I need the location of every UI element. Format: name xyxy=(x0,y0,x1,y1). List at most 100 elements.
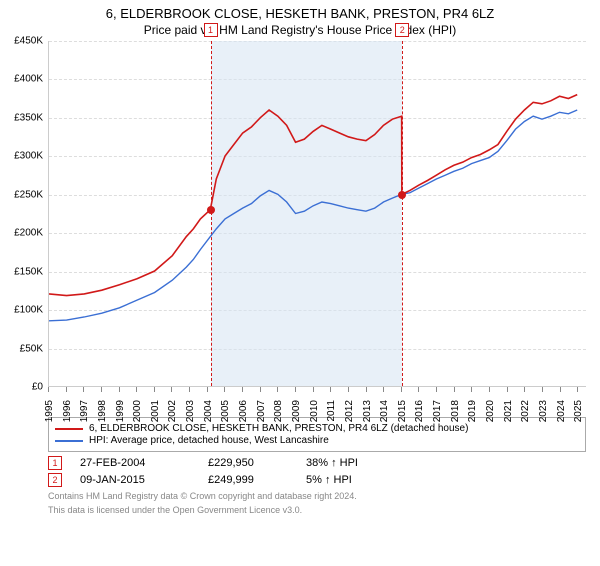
xtick-label: 2000 xyxy=(132,400,143,422)
ytick-label: £250K xyxy=(14,189,43,200)
ytick-label: £400K xyxy=(14,74,43,85)
legend-label-price: 6, ELDERBROOK CLOSE, HESKETH BANK, PREST… xyxy=(89,423,468,434)
xtick-mark xyxy=(560,387,561,392)
ytick-label: £200K xyxy=(14,228,43,239)
xtick-mark xyxy=(66,387,67,392)
xtick-mark xyxy=(313,387,314,392)
xtick-label: 2010 xyxy=(309,400,320,422)
chart: £0£50K£100K£150K£200K£250K£300K£350K£400… xyxy=(48,41,586,411)
xtick-mark xyxy=(401,387,402,392)
xtick-mark xyxy=(207,387,208,392)
xtick-mark xyxy=(119,387,120,392)
xtick-mark xyxy=(330,387,331,392)
legend-row-price: 6, ELDERBROOK CLOSE, HESKETH BANK, PREST… xyxy=(55,423,579,434)
xtick-label: 1998 xyxy=(97,400,108,422)
plot-area: £0£50K£100K£150K£200K£250K£300K£350K£400… xyxy=(48,41,586,387)
sale-diff: 5% ↑ HPI xyxy=(306,474,396,486)
xtick-label: 1995 xyxy=(44,400,55,422)
xtick-mark xyxy=(101,387,102,392)
sale-row: 2 09-JAN-2015 £249,999 5% ↑ HPI xyxy=(48,473,586,487)
footer-line-2: This data is licensed under the Open Gov… xyxy=(48,505,586,515)
xtick-mark xyxy=(242,387,243,392)
ytick-label: £150K xyxy=(14,266,43,277)
sale-dot xyxy=(398,191,406,199)
xtick-mark xyxy=(171,387,172,392)
xtick-label: 1999 xyxy=(115,400,126,422)
sale-marker-box: 2 xyxy=(395,23,409,37)
xtick-mark xyxy=(577,387,578,392)
xtick-label: 2019 xyxy=(467,400,478,422)
legend-label-hpi: HPI: Average price, detached house, West… xyxy=(89,435,329,446)
xtick-mark xyxy=(524,387,525,392)
xtick-label: 2005 xyxy=(220,400,231,422)
xtick-mark xyxy=(48,387,49,392)
ytick-label: £50K xyxy=(20,343,43,354)
xtick-mark xyxy=(277,387,278,392)
xtick-label: 2021 xyxy=(503,400,514,422)
xtick-mark xyxy=(83,387,84,392)
legend-swatch-hpi xyxy=(55,440,83,442)
xtick-label: 2025 xyxy=(573,400,584,422)
sale-dot xyxy=(207,206,215,214)
xtick-mark xyxy=(489,387,490,392)
xtick-mark xyxy=(154,387,155,392)
hpi-line xyxy=(49,110,577,321)
xtick-mark xyxy=(295,387,296,392)
xtick-mark xyxy=(136,387,137,392)
xtick-label: 2013 xyxy=(362,400,373,422)
xtick-label: 2018 xyxy=(450,400,461,422)
xtick-label: 2002 xyxy=(167,400,178,422)
xtick-label: 2015 xyxy=(397,400,408,422)
xtick-label: 2017 xyxy=(432,400,443,422)
xtick-label: 2007 xyxy=(256,400,267,422)
sale-num-box: 1 xyxy=(48,456,62,470)
xtick-label: 2014 xyxy=(379,400,390,422)
page-subtitle: Price paid vs. HM Land Registry's House … xyxy=(0,23,600,37)
page-title: 6, ELDERBROOK CLOSE, HESKETH BANK, PREST… xyxy=(0,6,600,21)
legend-row-hpi: HPI: Average price, detached house, West… xyxy=(55,435,579,446)
xtick-label: 1996 xyxy=(62,400,73,422)
xtick-mark xyxy=(348,387,349,392)
sale-date: 09-JAN-2015 xyxy=(80,474,190,486)
xtick-label: 2016 xyxy=(414,400,425,422)
xtick-label: 2006 xyxy=(238,400,249,422)
sale-price: £249,999 xyxy=(208,474,288,486)
xtick-mark xyxy=(542,387,543,392)
xtick-mark xyxy=(260,387,261,392)
ytick-label: £100K xyxy=(14,305,43,316)
ytick-label: £300K xyxy=(14,151,43,162)
ytick-label: £350K xyxy=(14,112,43,123)
xtick-mark xyxy=(436,387,437,392)
sale-diff: 38% ↑ HPI xyxy=(306,457,396,469)
xtick-label: 2008 xyxy=(273,400,284,422)
sale-num-box: 2 xyxy=(48,473,62,487)
xtick-mark xyxy=(471,387,472,392)
sale-table: 1 27-FEB-2004 £229,950 38% ↑ HPI 2 09-JAN-201… xyxy=(48,456,586,487)
line-layer xyxy=(49,41,586,386)
sale-date: 27-FEB-2004 xyxy=(80,457,190,469)
xtick-mark xyxy=(366,387,367,392)
xtick-mark xyxy=(454,387,455,392)
xtick-mark xyxy=(224,387,225,392)
xtick-label: 2012 xyxy=(344,400,355,422)
xtick-label: 2009 xyxy=(291,400,302,422)
xtick-label: 2023 xyxy=(538,400,549,422)
xtick-mark xyxy=(383,387,384,392)
ytick-label: £0 xyxy=(32,382,43,393)
ytick-label: £450K xyxy=(14,36,43,47)
xtick-label: 2022 xyxy=(520,400,531,422)
x-axis: 1995199619971998199920002001200220032004… xyxy=(48,387,586,411)
legend-swatch-price xyxy=(55,428,83,430)
xtick-mark xyxy=(189,387,190,392)
xtick-label: 2003 xyxy=(185,400,196,422)
footer-line-1: Contains HM Land Registry data © Crown c… xyxy=(48,491,586,501)
xtick-label: 2024 xyxy=(556,400,567,422)
sale-row: 1 27-FEB-2004 £229,950 38% ↑ HPI xyxy=(48,456,586,470)
price-line xyxy=(49,95,577,296)
xtick-mark xyxy=(507,387,508,392)
xtick-label: 2011 xyxy=(326,400,337,422)
sale-price: £229,950 xyxy=(208,457,288,469)
legend: 6, ELDERBROOK CLOSE, HESKETH BANK, PREST… xyxy=(48,417,586,452)
xtick-label: 2020 xyxy=(485,400,496,422)
xtick-label: 2004 xyxy=(203,400,214,422)
